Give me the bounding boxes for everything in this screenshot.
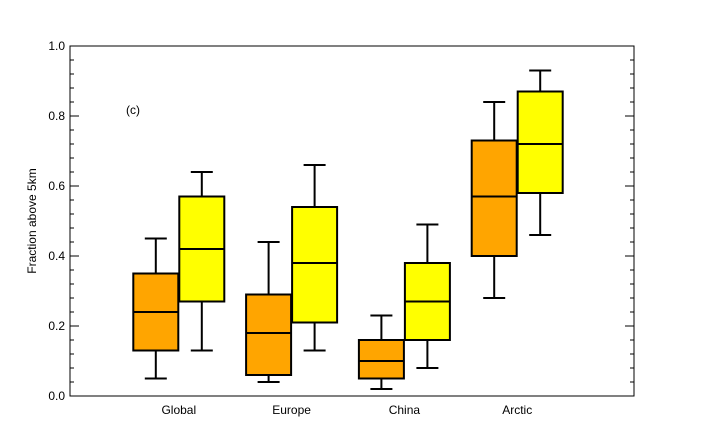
box-europe-series-1 — [245, 241, 293, 383]
x-tick-label: Arctic — [502, 403, 532, 417]
box-global-series-1 — [132, 237, 180, 380]
panel-label: (c) — [126, 103, 140, 117]
box-iqr — [245, 293, 293, 376]
box-iqr — [291, 206, 339, 324]
x-tick-label: China — [389, 403, 421, 417]
x-tick-label: Europe — [272, 403, 311, 417]
plot-frame — [69, 45, 635, 397]
y-axis-tick-labels: 0.0 0.2 0.4 0.6 0.8 1.0 — [48, 39, 65, 403]
y-tick-label: 0.6 — [48, 179, 65, 193]
box-global-series-2 — [178, 171, 226, 352]
y-tick-label: 0.8 — [48, 109, 65, 123]
x-tick-label: Global — [161, 403, 196, 417]
y-axis-ticks — [70, 45, 634, 397]
box-group — [132, 69, 564, 390]
box-iqr — [516, 90, 564, 194]
y-tick-label: 0.4 — [48, 249, 65, 263]
box-arctic-series-1 — [470, 101, 518, 299]
y-tick-label: 0.0 — [48, 389, 65, 403]
box-iqr — [470, 139, 518, 257]
box-iqr — [357, 339, 405, 380]
y-tick-label: 1.0 — [48, 39, 65, 53]
box-china-series-2 — [403, 223, 451, 369]
x-axis-tick-labels: Global Europe China Arctic — [161, 403, 532, 417]
box-arctic-series-2 — [516, 69, 564, 236]
y-tick-label: 0.2 — [48, 319, 65, 333]
box-china-series-1 — [357, 314, 405, 390]
y-axis-title: Fraction above 5km — [25, 168, 39, 273]
box-europe-series-2 — [291, 164, 339, 352]
